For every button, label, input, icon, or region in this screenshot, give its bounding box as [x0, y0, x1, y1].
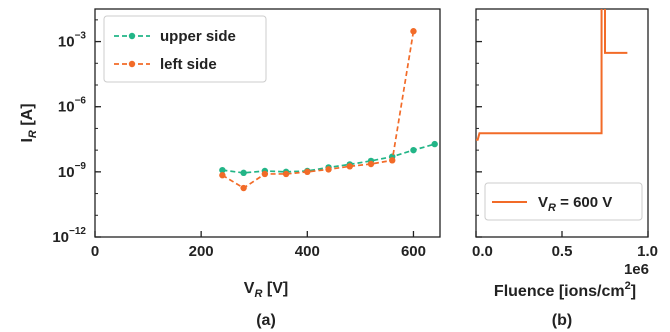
panel-a-label: (a) [256, 312, 276, 329]
data-point-upper-side [219, 166, 226, 174]
panel-a-y-label-main: I [19, 138, 36, 142]
y-tick-exponent: −6 [75, 96, 87, 107]
y-tick-base: 10 [52, 229, 69, 246]
data-point-upper-side [410, 146, 417, 154]
panel-a-x-label-main: V [244, 280, 255, 297]
panel-a-x-label-unit: [V] [262, 280, 288, 297]
panel-a-legend-box [103, 15, 267, 83]
panel-a-y-label-unit: [A] [19, 103, 36, 130]
legend-vr-600-rest: = 600 V [556, 194, 612, 211]
panel-a-x-label-sub: R [254, 288, 262, 300]
panel-a-plot-frame [94, 8, 441, 238]
legend-left-side-label: left side [160, 56, 217, 73]
legend-upper-side-marker [128, 32, 136, 40]
panel-a-x-tick-label: 400 [295, 243, 320, 260]
data-point-upper-side [240, 169, 247, 177]
data-point-left-side [389, 157, 396, 164]
data-point-left-side [346, 163, 353, 170]
panel-a-y-axis-label: IR [A] [19, 103, 39, 142]
series-line-vr-600 [476, 9, 628, 141]
panel-a-x-tick-label: 200 [189, 243, 214, 260]
y-tick-base: 10 [58, 99, 75, 116]
y-tick-exponent: −12 [69, 226, 86, 237]
panel-a-y-label-sub: R [27, 130, 39, 138]
data-point-left-side [410, 28, 417, 35]
panel-a-y-tick-label: 10−9 [58, 161, 87, 181]
panel-b-x-label-text: Fluence [ions/cm [494, 283, 625, 300]
panel-b-x-tick-label: 0.5 [552, 243, 573, 260]
legend-left-side-marker [128, 60, 136, 68]
y-tick-base: 10 [58, 164, 75, 181]
panel-b-offset-text: 1e6 [624, 261, 649, 278]
y-tick-exponent: −3 [75, 31, 87, 42]
panel-b-x-tick-label: 1.0 [637, 243, 658, 260]
panel-a-y-tick-label: 10−6 [58, 96, 87, 116]
panel-a-x-axis-label: VR [V] [244, 280, 288, 300]
legend-vr-600-main: V [538, 194, 548, 211]
data-point-left-side [261, 170, 269, 178]
legend-upper-side-label: upper side [160, 28, 236, 45]
data-point-left-side [282, 170, 290, 178]
panel-b-legend: VR = 600 V [484, 182, 643, 221]
panel-b-label: (b) [552, 312, 572, 329]
y-tick-base: 10 [58, 34, 75, 51]
panel-a-legend: upper side left side [103, 15, 267, 83]
panel-b-x-label-close: ] [631, 283, 636, 300]
panel-b-legend-box [484, 182, 643, 221]
data-point-left-side [367, 160, 375, 168]
data-point-left-side [325, 166, 332, 173]
legend-vr-600-sub: R [548, 202, 556, 214]
panel-b-x-axis-label: Fluence [ions/cm2] [494, 280, 636, 300]
panel-b-ticks: 0.0 0.5 1.0 [472, 19, 658, 260]
y-tick-exponent: −9 [75, 161, 87, 172]
panel-a-series [219, 28, 438, 192]
data-point-left-side [304, 168, 311, 176]
legend-vr-600-label: VR = 600 V [538, 194, 612, 214]
panel-b-series [476, 9, 628, 141]
data-point-left-side [219, 172, 226, 179]
panel-a-y-tick-label: 10−12 [52, 226, 86, 246]
panel-a-x-tick-label: 0 [91, 243, 99, 260]
panel-b: 0.0 0.5 1.0 VR = 600 V 1e6 Fluence [ions/c… [472, 8, 658, 329]
panel-a-y-tick-label: 10−3 [58, 31, 87, 51]
panel-a-x-tick-label: 600 [401, 243, 426, 260]
panel-b-x-tick-label: 0.0 [472, 243, 493, 260]
data-point-left-side [240, 184, 247, 192]
panel-b-x-label-sup: 2 [625, 280, 631, 292]
data-point-upper-side [431, 140, 438, 148]
